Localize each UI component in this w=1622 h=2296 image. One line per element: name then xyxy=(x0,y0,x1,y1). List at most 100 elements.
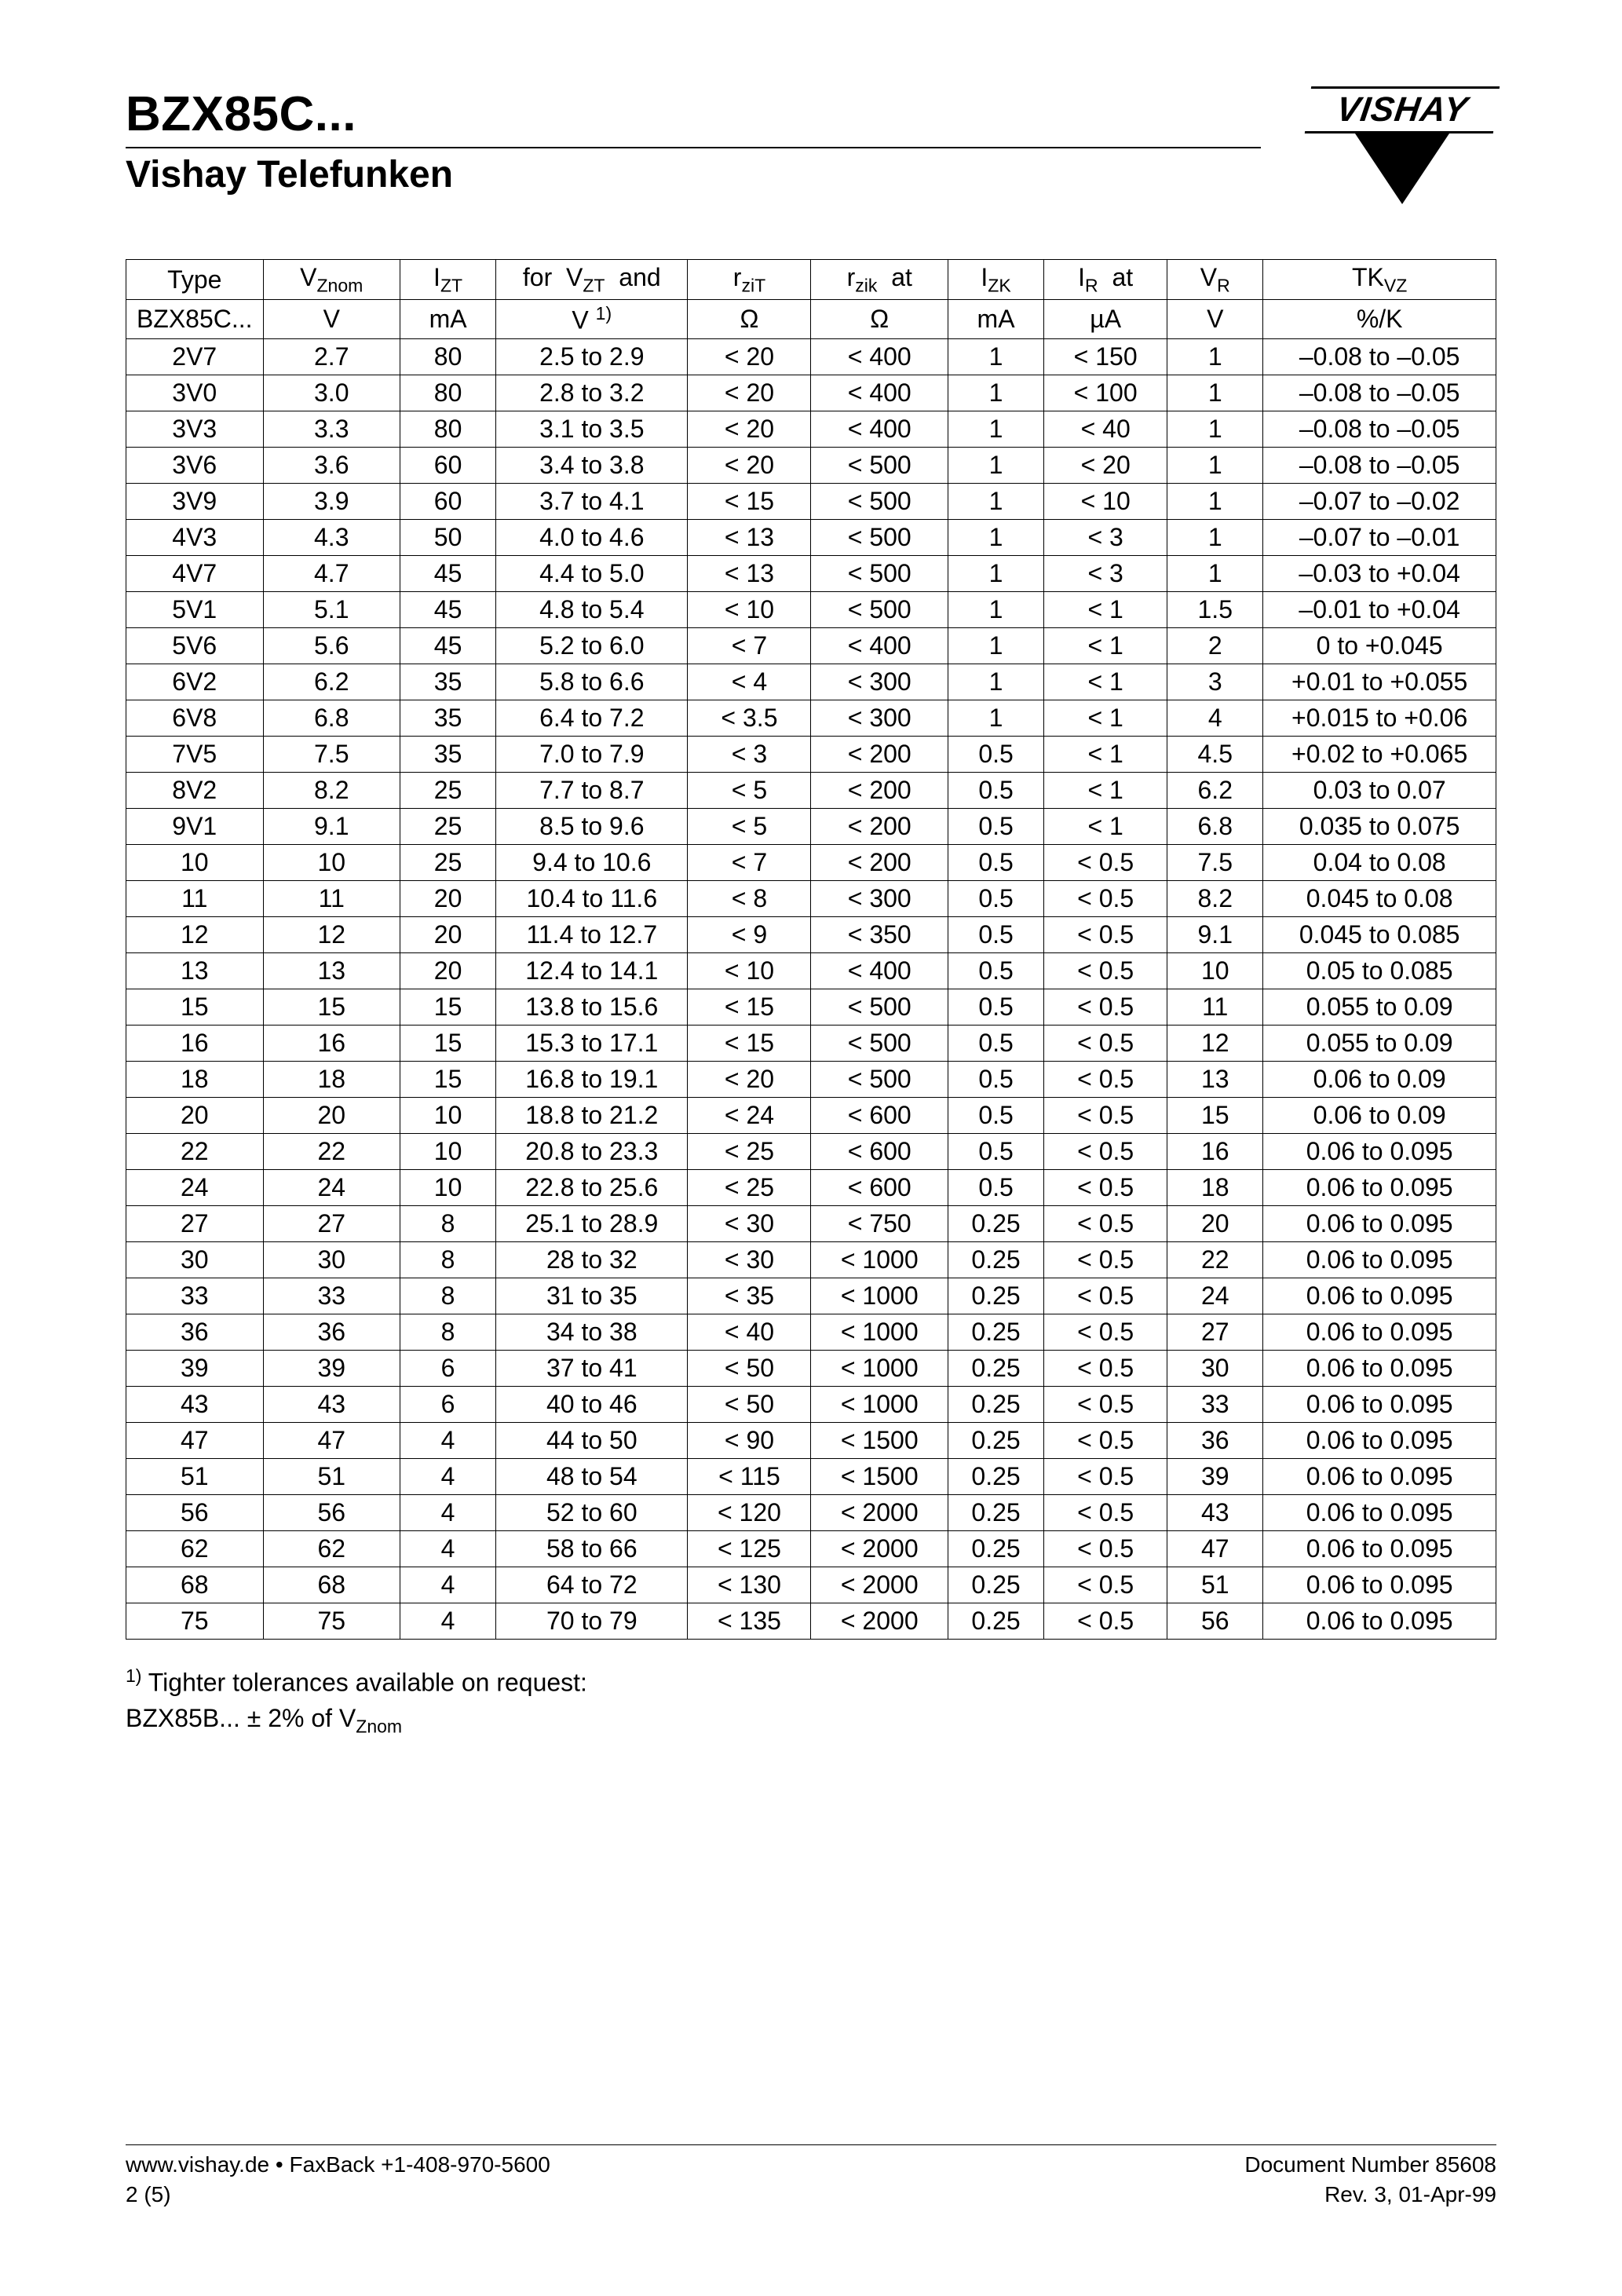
footer-right-line2: Rev. 3, 01-Apr-99 xyxy=(1244,2180,1496,2210)
table-cell: 0.03 to 0.07 xyxy=(1263,773,1496,809)
table-row: 6V86.8356.4 to 7.2< 3.5< 3001< 14+0.015 … xyxy=(126,700,1496,737)
table-cell: 6V8 xyxy=(126,700,264,737)
table-row: 3V63.6603.4 to 3.8< 20< 5001< 201–0.08 t… xyxy=(126,448,1496,484)
table-cell: 8.2 xyxy=(263,773,400,809)
table-cell: < 0.5 xyxy=(1044,1459,1167,1495)
table-cell: 28 to 32 xyxy=(496,1242,688,1278)
table-cell: < 1 xyxy=(1044,773,1167,809)
table-cell: 13.8 to 15.6 xyxy=(496,989,688,1026)
table-cell: 6V2 xyxy=(126,664,264,700)
table-cell: 0.06 to 0.095 xyxy=(1263,1459,1496,1495)
table-cell: 4.0 to 4.6 xyxy=(496,520,688,556)
table-cell: < 24 xyxy=(688,1098,811,1134)
table-cell: 1 xyxy=(1167,411,1263,448)
table-cell: 16 xyxy=(263,1026,400,1062)
table-cell: 15 xyxy=(400,989,496,1026)
table-cell: 0.5 xyxy=(948,773,1043,809)
table-cell: 5.8 to 6.6 xyxy=(496,664,688,700)
table-row: 7575470 to 79< 135< 20000.25< 0.5560.06 … xyxy=(126,1603,1496,1640)
table-cell: 1 xyxy=(948,628,1043,664)
table-cell: 43 xyxy=(126,1387,264,1423)
table-cell: 3.1 to 3.5 xyxy=(496,411,688,448)
table-header-cell: Type xyxy=(126,260,264,300)
table-cell: < 500 xyxy=(811,989,948,1026)
table-cell: 0.045 to 0.08 xyxy=(1263,881,1496,917)
table-cell: 7.5 xyxy=(1167,845,1263,881)
table-cell: < 1 xyxy=(1044,592,1167,628)
table-header-row: BZX85C...VmAV 1)ΩΩmAµAV%/K xyxy=(126,300,1496,339)
table-row: 4V34.3504.0 to 4.6< 13< 5001< 31–0.07 to… xyxy=(126,520,1496,556)
table-cell: < 0.5 xyxy=(1044,1495,1167,1531)
table-cell: 1 xyxy=(948,520,1043,556)
table-cell: –0.07 to –0.02 xyxy=(1263,484,1496,520)
title-sub: Vishay Telefunken xyxy=(126,153,1308,196)
table-cell: 0.06 to 0.095 xyxy=(1263,1134,1496,1170)
table-cell: 45 xyxy=(400,628,496,664)
table-cell: 9.4 to 10.6 xyxy=(496,845,688,881)
table-cell: 51 xyxy=(1167,1567,1263,1603)
table-cell: 0.5 xyxy=(948,737,1043,773)
table-cell: 51 xyxy=(263,1459,400,1495)
table-cell: 4 xyxy=(400,1459,496,1495)
table-row: 3939637 to 41< 50< 10000.25< 0.5300.06 t… xyxy=(126,1351,1496,1387)
table-header-cell: IZT xyxy=(400,260,496,300)
table-cell: < 500 xyxy=(811,1026,948,1062)
table-cell: 0.25 xyxy=(948,1423,1043,1459)
table-cell: < 20 xyxy=(688,411,811,448)
table-row: 5151448 to 54< 115< 15000.25< 0.5390.06 … xyxy=(126,1459,1496,1495)
table-cell: < 500 xyxy=(811,484,948,520)
table-cell: 1 xyxy=(1167,375,1263,411)
table-header-cell: IZK xyxy=(948,260,1043,300)
table-cell: 0.25 xyxy=(948,1314,1043,1351)
table-cell: 15 xyxy=(263,989,400,1026)
table-cell: 3V3 xyxy=(126,411,264,448)
table-cell: 27 xyxy=(263,1206,400,1242)
table-cell: < 13 xyxy=(688,520,811,556)
table-cell: 8 xyxy=(400,1206,496,1242)
table-cell: < 1000 xyxy=(811,1278,948,1314)
table-row: 6868464 to 72< 130< 20000.25< 0.5510.06 … xyxy=(126,1567,1496,1603)
table-row: 3V33.3803.1 to 3.5< 20< 4001< 401–0.08 t… xyxy=(126,411,1496,448)
table-cell: < 3 xyxy=(1044,520,1167,556)
table-cell: 8.2 xyxy=(1167,881,1263,917)
table-cell: 30 xyxy=(263,1242,400,1278)
table-cell: 20.8 to 23.3 xyxy=(496,1134,688,1170)
table-cell: 11 xyxy=(263,881,400,917)
table-cell: 0.055 to 0.09 xyxy=(1263,989,1496,1026)
table-cell: 2V7 xyxy=(126,339,264,375)
table-cell: < 1000 xyxy=(811,1242,948,1278)
table-cell: < 500 xyxy=(811,592,948,628)
table-cell: 1 xyxy=(948,664,1043,700)
table-header-cell: for VZT and xyxy=(496,260,688,300)
table-header-cell: VZnom xyxy=(263,260,400,300)
table-cell: 0.25 xyxy=(948,1206,1043,1242)
table-row: 3030828 to 32< 30< 10000.25< 0.5220.06 t… xyxy=(126,1242,1496,1278)
table-cell: 80 xyxy=(400,339,496,375)
table-cell: 40 to 46 xyxy=(496,1387,688,1423)
table-cell: 8 xyxy=(400,1242,496,1278)
table-cell: < 1500 xyxy=(811,1459,948,1495)
table-row: 5656452 to 60< 120< 20000.25< 0.5430.06 … xyxy=(126,1495,1496,1531)
table-cell: 8.5 to 9.6 xyxy=(496,809,688,845)
footnote-line2: BZX85B... ± 2% of VZnom xyxy=(126,1701,1496,1739)
table-cell: 0.5 xyxy=(948,989,1043,1026)
table-cell: < 50 xyxy=(688,1351,811,1387)
table-cell: < 0.5 xyxy=(1044,1170,1167,1206)
table-cell: 20 xyxy=(400,953,496,989)
table-cell: 0.25 xyxy=(948,1495,1043,1531)
table-cell: 4 xyxy=(400,1495,496,1531)
table-cell: 62 xyxy=(263,1531,400,1567)
table-cell: 39 xyxy=(263,1351,400,1387)
table-cell: < 500 xyxy=(811,556,948,592)
table-cell: 10 xyxy=(263,845,400,881)
table-cell: < 15 xyxy=(688,484,811,520)
table-cell: 10 xyxy=(400,1170,496,1206)
table-cell: 24 xyxy=(1167,1278,1263,1314)
table-cell: < 400 xyxy=(811,375,948,411)
table-cell: 8 xyxy=(400,1278,496,1314)
table-cell: < 350 xyxy=(811,917,948,953)
table-row: 3333831 to 35< 35< 10000.25< 0.5240.06 t… xyxy=(126,1278,1496,1314)
table-cell: 6.2 xyxy=(263,664,400,700)
table-cell: 0.5 xyxy=(948,845,1043,881)
table-cell: 0.035 to 0.075 xyxy=(1263,809,1496,845)
